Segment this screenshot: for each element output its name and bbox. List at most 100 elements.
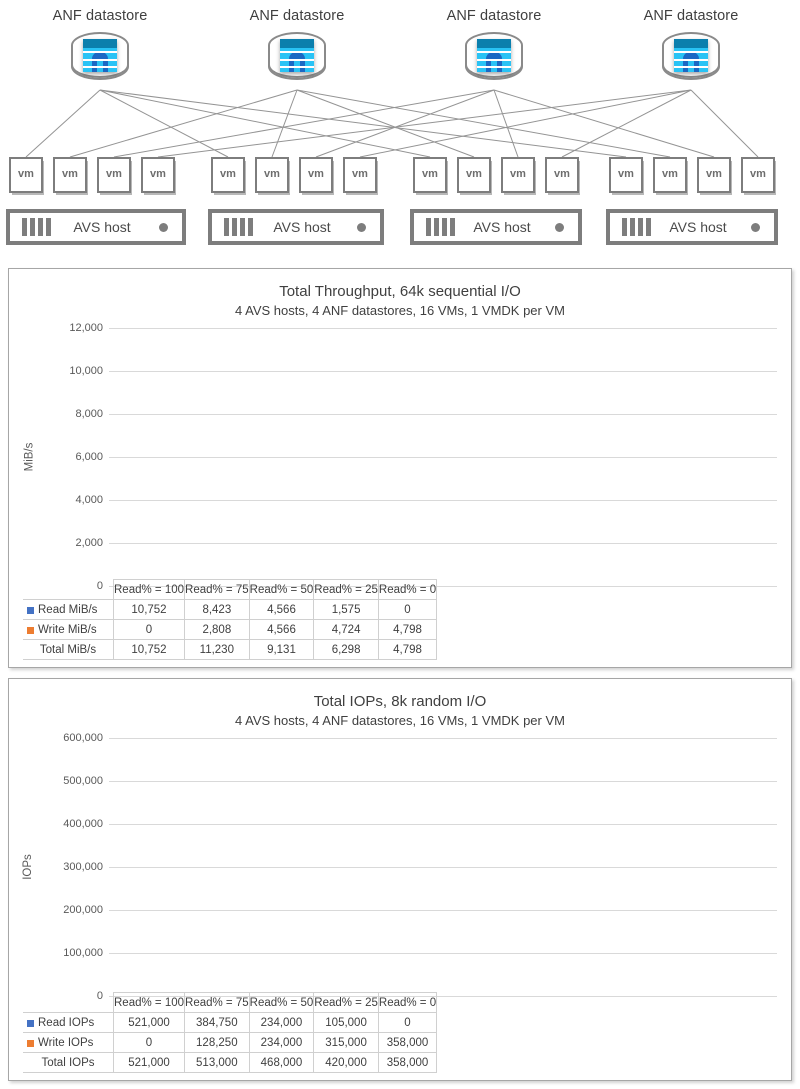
- plot-area: MiB/s 12,000 10,000 8,000 6,000 4,000 2,000 0: [9, 322, 791, 592]
- chart-title: Total IOPs, 8k random I/O: [313, 693, 487, 710]
- status-dot-icon: [751, 222, 760, 232]
- legend-swatch-write: [27, 1039, 34, 1047]
- table-column-header: Read% = 25: [313, 579, 379, 600]
- y-axis-ticks: 600,000 500,000 400,000 300,000 200,000 100,0…: [27, 732, 103, 1002]
- table-row-header: Total MiB/s: [23, 639, 114, 660]
- vm-box: vm: [653, 157, 687, 193]
- table-cell: 315,000: [313, 1032, 379, 1053]
- vm-box: vm: [741, 157, 775, 193]
- gridline: [109, 867, 777, 868]
- chart-title: Total Throughput, 64k sequential I/O: [279, 283, 521, 300]
- gridline: [109, 457, 777, 458]
- y-axis-tick-label: 0: [96, 580, 103, 592]
- table-cell: 11,230: [184, 639, 250, 660]
- y-axis-tick-label: 600,000: [63, 732, 103, 744]
- y-axis-tick-label: 4,000: [75, 494, 103, 506]
- y-axis-tick-label: 300,000: [63, 861, 103, 873]
- vm-label: vm: [150, 168, 166, 180]
- table-cell: 4,566: [248, 619, 315, 640]
- vm-label: vm: [662, 168, 678, 180]
- avs-host-label: AVS host: [669, 219, 727, 235]
- anf-datastore-icon: [656, 28, 726, 84]
- avs-host-box: AVS host: [606, 209, 778, 245]
- table-cell: 8,423: [184, 599, 250, 620]
- table-header-row: Read% = 100 Read% = 75 Read% = 50 Read% = 2…: [23, 579, 438, 600]
- legend-swatch-write: [27, 626, 34, 634]
- gridline: [109, 738, 777, 739]
- table-cell: 420,000: [313, 1052, 379, 1073]
- table-cell: 105,000: [313, 1012, 379, 1033]
- table-cell: 234,000: [248, 1032, 315, 1053]
- server-bars-icon: [224, 218, 253, 236]
- status-dot-icon: [159, 222, 168, 232]
- vm-box: vm: [9, 157, 43, 193]
- table-cell: 358,000: [377, 1052, 438, 1073]
- y-axis-tick-label: 6,000: [75, 451, 103, 463]
- vm-box: vm: [413, 157, 447, 193]
- y-axis-tick-label: 100,000: [63, 947, 103, 959]
- topology-diagram: ANF datastore ANF datastore ANF datastore A…: [0, 0, 800, 262]
- anf-datastore-icon: [262, 28, 332, 84]
- gridline: [109, 500, 777, 501]
- table-row-header: Write IOPs: [23, 1032, 114, 1053]
- table-row-header: Total IOPs: [23, 1052, 114, 1073]
- gridline: [109, 824, 777, 825]
- table-column-header: Read% = 75: [184, 992, 250, 1013]
- gridline: [109, 371, 777, 372]
- table-header-row: Read% = 100 Read% = 75 Read% = 50 Read% = 2…: [23, 992, 438, 1013]
- datastore-group-4: ANF datastore: [591, 8, 791, 84]
- vm-label: vm: [106, 168, 122, 180]
- vm-label: vm: [422, 168, 438, 180]
- table-row: Write MiB/s 0 2,808 4,566 4,724 4,798: [23, 619, 438, 640]
- vm-label: vm: [220, 168, 236, 180]
- iops-chart-panel: Total IOPs, 8k random I/O 4 AVS hosts, 4…: [8, 678, 792, 1081]
- table-cell: 4,798: [377, 619, 438, 640]
- table-cell: 513,000: [184, 1052, 250, 1073]
- y-axis-ticks: 12,000 10,000 8,000 6,000 4,000 2,000 0: [27, 322, 103, 592]
- vm-label: vm: [352, 168, 368, 180]
- vm-label: vm: [554, 168, 570, 180]
- datastore-label: ANF datastore: [446, 8, 542, 24]
- netapp-logo-icon: [674, 39, 708, 72]
- gridline: [109, 543, 777, 544]
- netapp-logo-icon: [83, 39, 117, 72]
- vm-box: vm: [97, 157, 131, 193]
- plot-area: IOPs 600,000 500,000 400,000 300,000 200,000…: [9, 732, 791, 1002]
- vm-label: vm: [264, 168, 280, 180]
- table-cell: 1,575: [313, 599, 379, 620]
- avs-host-box: AVS host: [6, 209, 186, 245]
- vm-box: vm: [457, 157, 491, 193]
- status-dot-icon: [357, 222, 366, 232]
- status-dot-icon: [555, 222, 564, 232]
- table-cell: 9,131: [248, 639, 315, 660]
- y-axis-tick-label: 12,000: [69, 322, 103, 334]
- table-row: Total MiB/s 10,752 11,230 9,131 6,298 4,798: [23, 639, 438, 660]
- table-cell: 384,750: [184, 1012, 250, 1033]
- vm-box: vm: [299, 157, 333, 193]
- avs-host-box: AVS host: [208, 209, 384, 245]
- table-cell: 4,724: [313, 619, 379, 640]
- vm-label: vm: [62, 168, 78, 180]
- y-axis-tick-label: 2,000: [75, 537, 103, 549]
- table-cell: 358,000: [377, 1032, 438, 1053]
- avs-host-label: AVS host: [473, 219, 531, 235]
- vm-box: vm: [211, 157, 245, 193]
- datastore-label: ANF datastore: [249, 8, 345, 24]
- vm-label: vm: [750, 168, 766, 180]
- vm-label: vm: [618, 168, 634, 180]
- table-cell: 10,752: [112, 599, 186, 620]
- table-row: Total IOPs 521,000 513,000 468,000 420,000 35…: [23, 1052, 438, 1073]
- table-cell: 234,000: [248, 1012, 315, 1033]
- vm-label: vm: [706, 168, 722, 180]
- datastore-label: ANF datastore: [643, 8, 739, 24]
- vm-label: vm: [18, 168, 34, 180]
- table-cell: 10,752: [112, 639, 186, 660]
- vm-label: vm: [466, 168, 482, 180]
- avs-host-box: AVS host: [410, 209, 582, 245]
- y-axis-tick-label: 400,000: [63, 818, 103, 830]
- gridlines-and-bars: [109, 328, 777, 587]
- table-cell: 0: [377, 599, 438, 620]
- vm-box: vm: [697, 157, 731, 193]
- vm-box: vm: [255, 157, 289, 193]
- gridline: [109, 328, 777, 329]
